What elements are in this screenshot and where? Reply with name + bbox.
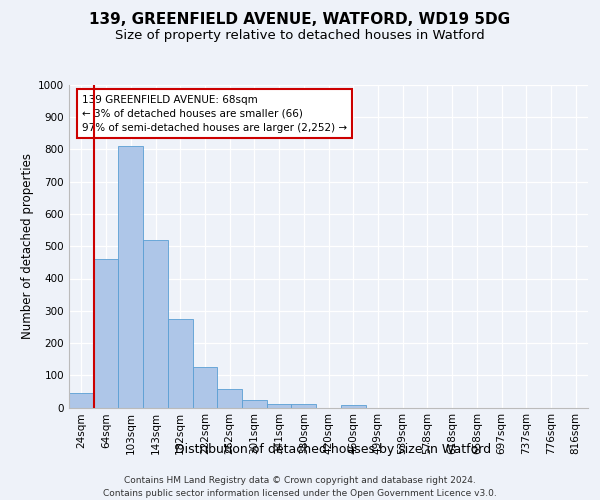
Bar	[168, 319, 193, 408]
Text: Contains HM Land Registry data © Crown copyright and database right 2024.: Contains HM Land Registry data © Crown c…	[124, 476, 476, 485]
Bar	[118, 146, 143, 408]
Text: Distribution of detached houses by size in Watford: Distribution of detached houses by size …	[175, 442, 491, 456]
Bar	[193, 367, 217, 408]
Text: Size of property relative to detached houses in Watford: Size of property relative to detached ho…	[115, 29, 485, 42]
Bar	[341, 405, 365, 407]
Bar	[292, 404, 316, 407]
Bar	[143, 240, 168, 408]
Bar	[217, 389, 242, 407]
Bar	[69, 393, 94, 407]
Bar	[242, 400, 267, 407]
Bar	[267, 404, 292, 407]
Bar	[94, 259, 118, 408]
Text: Contains public sector information licensed under the Open Government Licence v3: Contains public sector information licen…	[103, 489, 497, 498]
Y-axis label: Number of detached properties: Number of detached properties	[21, 153, 34, 339]
Text: 139 GREENFIELD AVENUE: 68sqm
← 3% of detached houses are smaller (66)
97% of sem: 139 GREENFIELD AVENUE: 68sqm ← 3% of det…	[82, 94, 347, 132]
Text: 139, GREENFIELD AVENUE, WATFORD, WD19 5DG: 139, GREENFIELD AVENUE, WATFORD, WD19 5D…	[89, 12, 511, 28]
